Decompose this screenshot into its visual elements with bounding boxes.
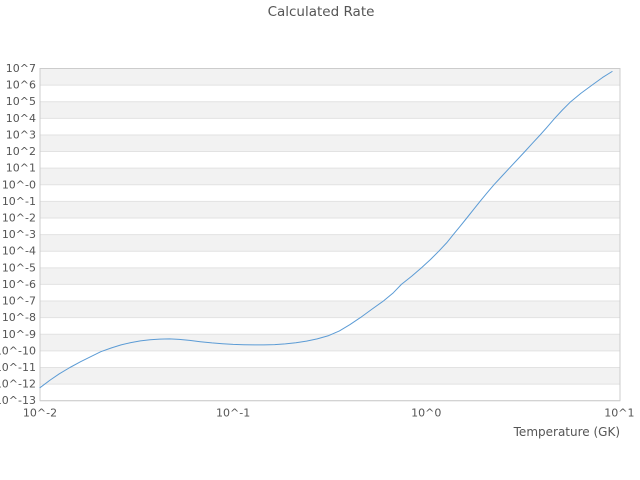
y-tick-label: 10^-10 — [0, 344, 36, 357]
y-tick-label: 10^-0 — [2, 178, 36, 191]
x-axis-label: Temperature (GK) — [513, 425, 620, 439]
decade-band — [40, 301, 620, 318]
y-tick-label: 10^-6 — [2, 278, 36, 291]
y-tick-label: 10^-9 — [2, 328, 36, 341]
chart-title: Calculated Rate — [268, 4, 375, 20]
decade-band — [40, 101, 620, 119]
y-tick-label: 10^3 — [6, 128, 36, 141]
y-tick-label: 10^1 — [6, 162, 36, 175]
decade-band — [40, 267, 620, 285]
decade-band — [40, 168, 620, 185]
decade-band — [40, 201, 620, 218]
y-tick-label: 10^-3 — [2, 228, 36, 241]
decade-band — [40, 134, 620, 152]
y-tick-label: 10^4 — [6, 112, 36, 125]
y-tick-label: 10^-5 — [2, 261, 36, 274]
x-tick-label: 10^-2 — [23, 407, 57, 420]
series-line-calculated-rate — [39, 71, 613, 389]
y-tick-label: 10^7 — [6, 62, 36, 75]
y-tick-label: 10^-2 — [2, 211, 36, 224]
y-tick-label: 10^-11 — [0, 361, 36, 374]
y-tick-label: 10^-13 — [0, 394, 36, 407]
y-tick-label: 10^-1 — [2, 195, 36, 208]
decade-band — [40, 234, 620, 252]
plot-border — [39, 68, 621, 402]
plot-layer: 10^7 10^6 10^5 10^4 10^3 10^2 10^1 10^-0 10^-1 10… — [0, 62, 635, 420]
decade-band — [40, 334, 620, 351]
y-tick-label: 10^-8 — [2, 311, 36, 324]
decade-band — [40, 68, 620, 86]
y-tick-label: 10^-4 — [2, 245, 36, 258]
y-tick-label: 10^-12 — [0, 378, 36, 391]
decade-band — [40, 367, 620, 385]
x-tick-label: 10^0 — [411, 407, 441, 420]
y-tick-label: 10^5 — [6, 95, 36, 108]
y-tick-label: 10^2 — [6, 145, 36, 158]
x-tick-label: 10^-1 — [216, 407, 250, 420]
y-tick-label: 10^6 — [6, 79, 36, 92]
y-tick-label: 10^-7 — [2, 295, 36, 308]
x-tick-label: 10^1 — [604, 407, 634, 420]
